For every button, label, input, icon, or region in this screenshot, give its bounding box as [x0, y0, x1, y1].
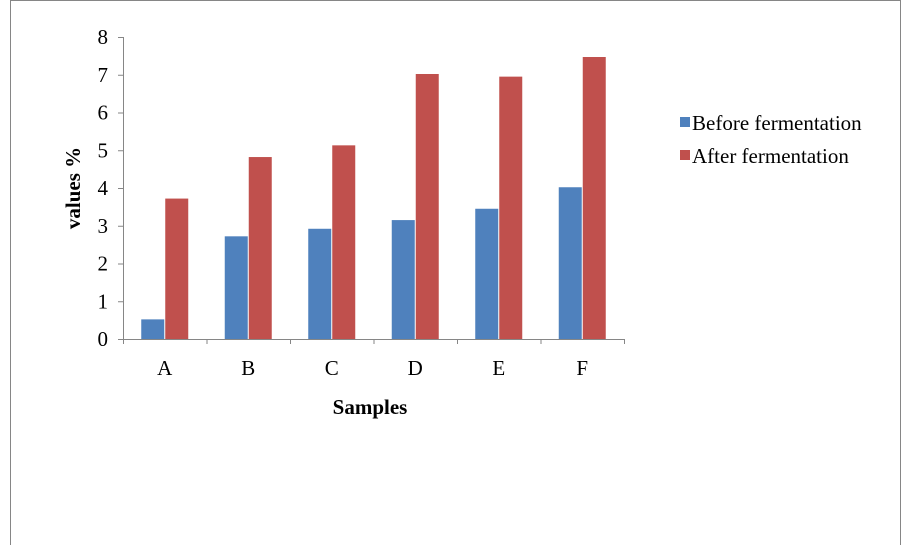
bar-before-d	[391, 220, 415, 339]
x-tick-label: E	[492, 356, 505, 380]
bar-after-a	[165, 198, 189, 339]
bar-after-e	[499, 76, 523, 339]
y-tick-label: 3	[98, 214, 109, 238]
legend-label-before: Before fermentation	[692, 111, 862, 135]
bar-after-d	[415, 73, 439, 340]
bar-before-b	[224, 236, 248, 339]
y-tick-label: 5	[98, 138, 109, 162]
x-tick-label: F	[576, 356, 588, 380]
y-tick-label: 6	[98, 101, 109, 125]
x-tick-label: C	[325, 356, 339, 380]
bar-after-c	[332, 145, 356, 339]
legend-swatch-before	[680, 117, 690, 127]
y-tick-label: 7	[98, 63, 109, 87]
y-tick-label: 4	[98, 176, 109, 200]
bar-before-e	[475, 208, 499, 339]
legend-swatch-after	[680, 150, 690, 160]
chart-border	[10, 0, 901, 545]
y-axis-title: values %	[61, 147, 85, 229]
x-tick-label: D	[408, 356, 423, 380]
x-axis-title: Samples	[333, 395, 408, 419]
x-tick-label: A	[157, 356, 173, 380]
y-tick-label: 2	[98, 252, 109, 276]
bar-after-b	[248, 157, 272, 339]
y-tick-label: 0	[98, 327, 109, 351]
y-tick-label: 1	[98, 289, 109, 313]
bar-before-f	[558, 187, 582, 339]
bar-after-f	[582, 57, 606, 339]
plot-area: 0 1 2 3 4 5 6 7 8 A B C D E F	[98, 25, 625, 380]
y-tick-label: 8	[98, 25, 109, 49]
bar-before-c	[308, 228, 332, 339]
legend: Before fermentation After fermentation	[680, 111, 862, 168]
bar-before-a	[141, 319, 165, 339]
x-tick-label: B	[241, 356, 255, 380]
legend-label-after: After fermentation	[692, 144, 849, 168]
